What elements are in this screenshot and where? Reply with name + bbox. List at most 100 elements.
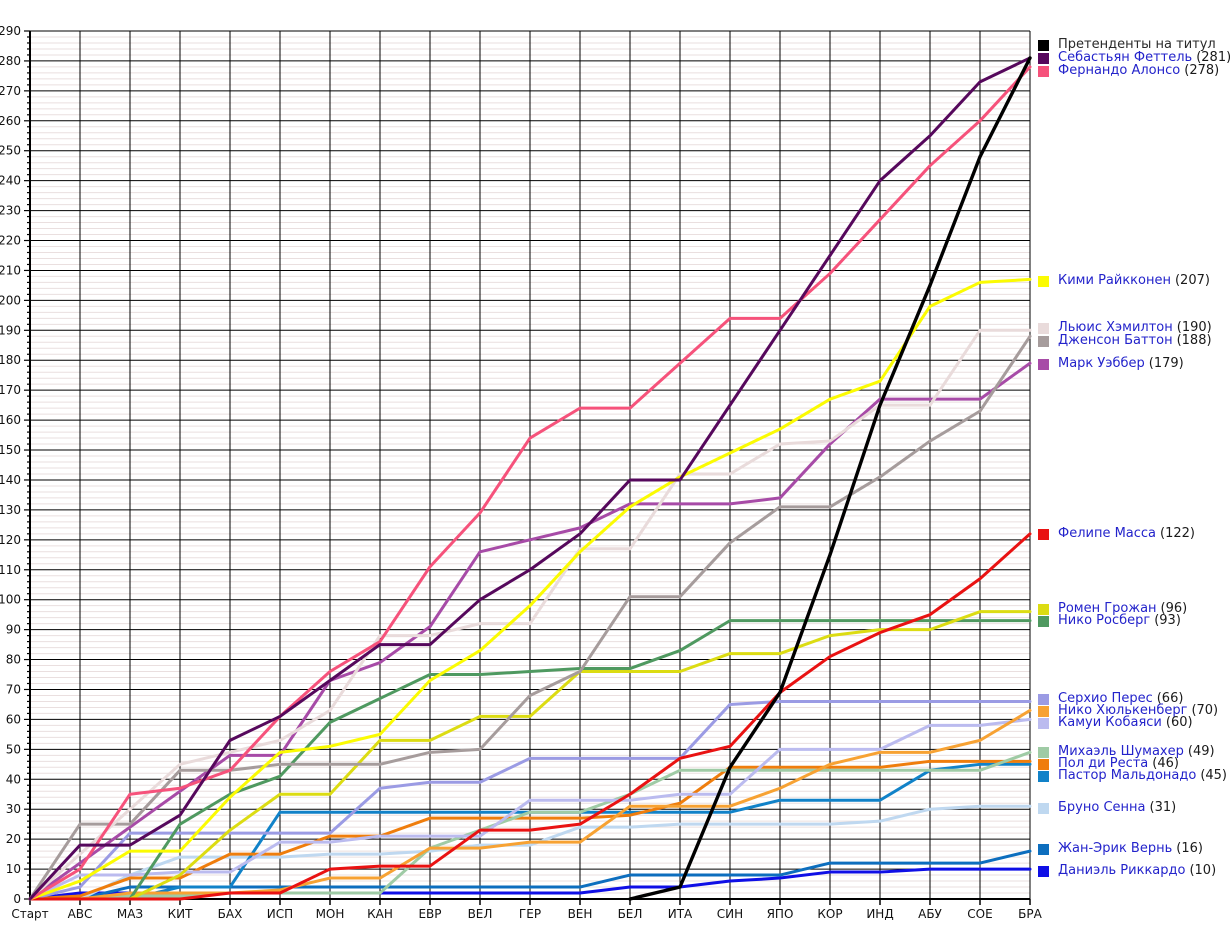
legend-points-kobayashi: (60): [1165, 715, 1193, 730]
legend-points-hulkenberg: (70): [1191, 703, 1219, 718]
legend-swatch-schumacher: [1038, 746, 1049, 758]
legend-swatch-grosjean: [1038, 603, 1049, 615]
legend-driver-link-maldonado[interactable]: Пастор Мальдонадо: [1058, 768, 1197, 783]
legend-points-diresta: (46): [1152, 756, 1179, 771]
legend-driver-link-button[interactable]: Дженсон Баттон: [1058, 333, 1173, 348]
x-tick-label: БРА: [1018, 907, 1042, 921]
y-tick-label: 200: [0, 293, 21, 307]
legend-points-massa: (122): [1160, 526, 1195, 541]
legend-driver-link-vettel[interactable]: Себастьян Феттель: [1058, 50, 1193, 65]
legend-driver-link-ricciardo[interactable]: Даниэль Риккардо: [1058, 863, 1186, 878]
x-tick-label: АВС: [68, 907, 93, 921]
y-tick-label: 30: [6, 802, 21, 816]
series-lines: [28, 56, 1032, 901]
y-tick-label: 130: [0, 503, 21, 517]
y-tick-label: 40: [6, 772, 21, 786]
y-tick-label: 290: [0, 24, 21, 38]
legend-driver-link-rosberg[interactable]: Нико Росберг: [1058, 613, 1151, 628]
legend-driver-link-webber[interactable]: Марк Уэббер: [1058, 356, 1145, 371]
x-tick-label: СОЕ: [967, 907, 992, 921]
legend-points-alonso: (278): [1184, 63, 1220, 78]
legend-swatch-hulkenberg: [1038, 705, 1049, 717]
x-tick-label: МОН: [316, 907, 345, 921]
x-tick-label: КОР: [817, 907, 842, 921]
legend-item-senna: Бруно Сенна (31): [1038, 801, 1176, 815]
y-tick-label: 110: [0, 563, 21, 577]
legend-swatch-maldonado: [1038, 770, 1049, 782]
x-tick-label: ИНД: [866, 907, 893, 921]
legend-driver-link-kobayashi[interactable]: Камуи Кобаяси: [1058, 715, 1162, 730]
legend-swatch-diresta: [1038, 758, 1049, 770]
line-vettel: [28, 56, 1032, 901]
legend-item-perez: Серхио Перес (66): [1038, 692, 1183, 706]
legend-swatch-button: [1038, 335, 1049, 347]
legend-item-diresta: Пол ди Реста (46): [1038, 757, 1179, 771]
y-tick-label: 260: [0, 114, 21, 128]
x-tick-label: КАН: [367, 907, 393, 921]
legend-driver-link-alonso[interactable]: Фернандо Алонсо: [1058, 63, 1181, 78]
legend-swatch-kobayashi: [1038, 717, 1049, 729]
legend-item-schumacher: Михаэль Шумахер (49): [1038, 745, 1215, 759]
legend-item-kobayashi: Камуи Кобаяси (60): [1038, 716, 1193, 730]
legend-swatch-perez: [1038, 693, 1049, 705]
line-contenders: [628, 56, 1032, 901]
y-tick-label: 120: [0, 533, 21, 547]
line-alonso: [28, 65, 1032, 901]
legend-item-hulkenberg: Нико Хюлькенберг (70): [1038, 704, 1218, 718]
line-raikkonen: [28, 277, 1032, 901]
legend-item-button: Дженсон Баттон (188): [1038, 334, 1212, 348]
legend-driver-link-vergne[interactable]: Жан-Эрик Вернь: [1058, 841, 1173, 856]
legend-item-vettel: Себастьян Феттель (281): [1038, 51, 1230, 65]
legend-item-massa: Фелипе Масса (122): [1038, 527, 1195, 541]
y-tick-label: 70: [6, 682, 21, 696]
legend-item-contenders: Претенденты на титул: [1038, 38, 1216, 52]
legend-points-grosjean: (96): [1160, 601, 1188, 616]
legend-swatch-vettel: [1038, 52, 1049, 64]
line-schumacher: [28, 750, 1032, 901]
legend-driver-link-perez[interactable]: Серхио Перес: [1058, 691, 1153, 706]
x-tick-label: КИТ: [168, 907, 193, 921]
legend-driver-link-diresta[interactable]: Пол ди Реста: [1058, 756, 1149, 771]
y-tick-label: 20: [6, 832, 21, 846]
legend-points-webber: (179): [1148, 356, 1184, 371]
legend-points-ricciardo: (10): [1189, 863, 1217, 878]
legend-swatch-alonso: [1038, 65, 1049, 77]
legend-driver-link-schumacher[interactable]: Михаэль Шумахер: [1058, 744, 1184, 759]
legend-swatch-senna: [1038, 802, 1049, 814]
axes: [24, 30, 1031, 905]
y-tick-label: 210: [0, 263, 21, 277]
y-tick-label: 0: [13, 892, 21, 906]
legend-driver-link-senna[interactable]: Бруно Сенна: [1058, 800, 1146, 815]
legend-driver-link-massa[interactable]: Фелипе Масса: [1058, 526, 1157, 541]
x-tick-label: ЯПО: [767, 907, 794, 921]
y-tick-label: 60: [6, 712, 21, 726]
line-grosjean: [28, 610, 1032, 901]
y-tick-label: 10: [6, 862, 21, 876]
legend-points-raikkonen: (207): [1174, 273, 1210, 288]
legend-points-vergne: (16): [1176, 841, 1203, 856]
legend-swatch-hamilton: [1038, 322, 1049, 334]
y-tick-label: 270: [0, 84, 21, 98]
legend-driver-link-hulkenberg[interactable]: Нико Хюлькенберг: [1058, 703, 1188, 718]
legend-driver-link-raikkonen[interactable]: Кими Райкконен: [1058, 273, 1171, 288]
x-tick-label: АБУ: [918, 907, 942, 921]
major-gridlines: [29, 30, 1031, 900]
legend-item-webber: Марк Уэббер (179): [1038, 357, 1184, 371]
legend-points-perez: (66): [1156, 691, 1184, 706]
legend-points-hamilton: (190): [1176, 320, 1212, 335]
legend-item-maldonado: Пастор Мальдонадо (45): [1038, 769, 1227, 783]
legend-driver-link-grosjean[interactable]: Ромен Грожан: [1058, 601, 1157, 616]
y-tick-label: 150: [0, 443, 21, 457]
y-tick-label: 80: [6, 653, 21, 667]
legend-item-ricciardo: Даниэль Риккардо (10): [1038, 864, 1216, 878]
legend-item-grosjean: Ромен Грожан (96): [1038, 602, 1187, 616]
y-tick-label: 100: [0, 593, 21, 607]
y-tick-label: 180: [0, 353, 21, 367]
y-tick-label: 170: [0, 383, 21, 397]
x-tick-label: СИН: [717, 907, 743, 921]
legend-driver-link-hamilton[interactable]: Льюис Хэмилтон: [1058, 320, 1173, 335]
line-senna: [28, 804, 1032, 901]
line-diresta: [28, 759, 1032, 901]
y-tick-label: 280: [0, 54, 21, 68]
